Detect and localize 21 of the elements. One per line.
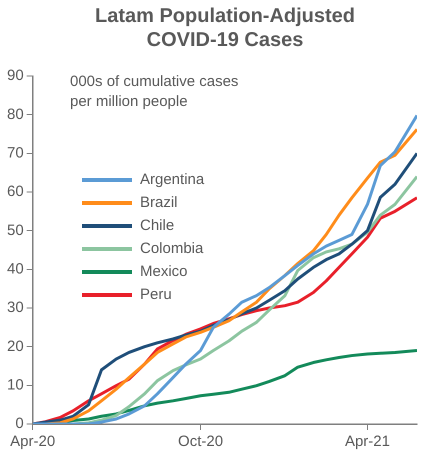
y-tick-label: 0 [15,415,24,432]
y-tick-label: 20 [6,338,24,355]
y-tick-label: 40 [6,260,24,278]
legend-label: Mexico [140,263,188,280]
x-tick-label: Apr-20 [10,433,56,450]
x-tick-label: Oct-20 [178,433,224,450]
legend-label: Peru [140,286,172,303]
y-axis-title: 000s of cumulative cases per million people [70,72,240,112]
legend-label: Brazil [140,194,178,211]
y-tick-label: 30 [6,299,24,316]
chart-title: Latam Population-Adjusted COVID-19 Cases [94,4,356,52]
y-tick-label: 70 [6,144,24,162]
legend-label: Chile [140,217,174,234]
y-tick-label: 60 [6,183,24,200]
legend-label: Colombia [140,240,204,257]
y-tick-label: 50 [6,222,24,239]
y-tick-label: 80 [6,106,24,123]
legend-label: Argentina [140,171,204,188]
y-tick-label: 10 [6,376,24,394]
x-tick-label: Apr-21 [344,433,390,450]
y-tick-label: 90 [6,67,24,84]
